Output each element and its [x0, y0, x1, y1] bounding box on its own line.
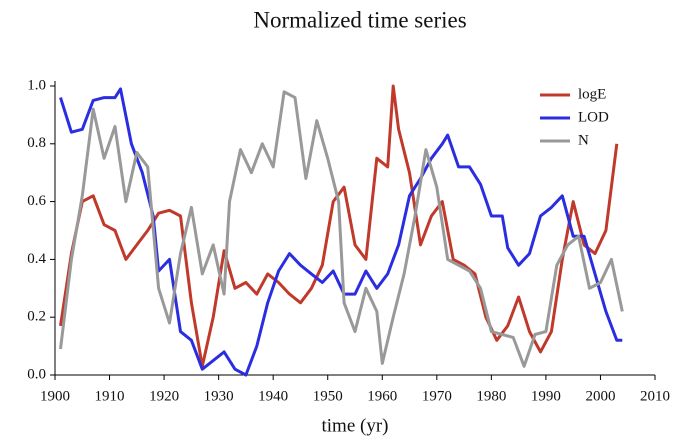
y-tick-label: 0.8 — [27, 135, 46, 151]
x-tick-label: 1930 — [204, 388, 234, 404]
x-tick-label: 1990 — [531, 388, 561, 404]
y-tick-label: 0.4 — [27, 251, 46, 267]
x-tick-label: 1950 — [313, 388, 343, 404]
x-tick-label: 1980 — [476, 388, 506, 404]
y-tick-label: 0.2 — [27, 309, 46, 325]
legend-label: N — [578, 132, 589, 148]
x-tick-label: 1900 — [40, 388, 70, 404]
legend-label: LOD — [578, 109, 609, 125]
y-tick-label: 1.0 — [27, 77, 46, 93]
x-tick-label: 2010 — [640, 388, 670, 404]
chart-title: Normalized time series — [253, 7, 466, 32]
x-axis-label: time (yr) — [321, 415, 388, 436]
legend-label: logE — [578, 86, 606, 102]
x-tick-label: 1970 — [422, 388, 452, 404]
x-tick-label: 1960 — [367, 388, 397, 404]
x-tick-label: 1920 — [149, 388, 179, 404]
y-tick-label: 0.0 — [27, 366, 46, 382]
series-line — [59, 90, 624, 368]
x-tick-label: 2000 — [585, 388, 615, 404]
x-tick-label: 1940 — [258, 388, 288, 404]
y-tick-label: 0.6 — [27, 193, 46, 209]
x-tick-label: 1910 — [95, 388, 125, 404]
